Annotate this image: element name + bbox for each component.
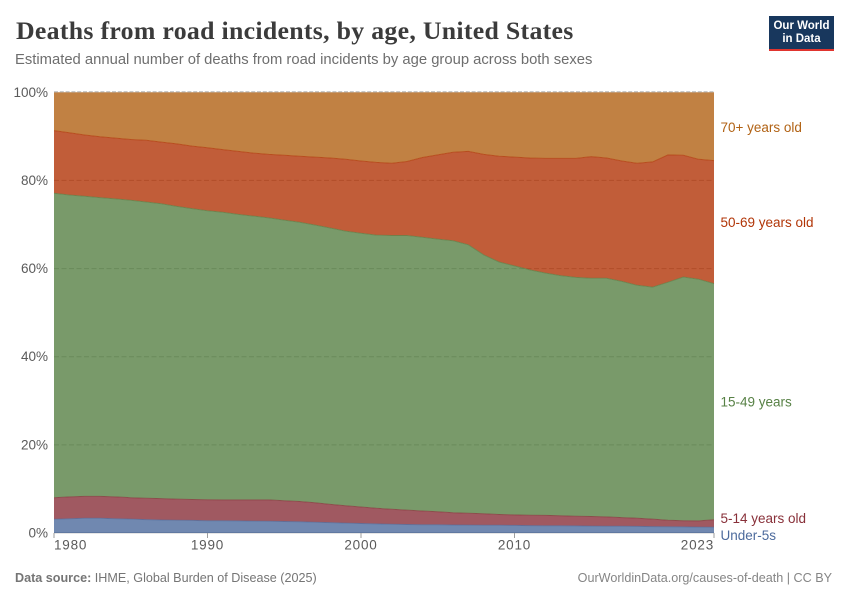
svg-text:2023: 2023 <box>681 538 714 553</box>
svg-text:2000: 2000 <box>344 538 377 553</box>
svg-text:0%: 0% <box>28 526 48 541</box>
svg-text:100%: 100% <box>13 85 48 100</box>
svg-text:15-49 years: 15-49 years <box>721 395 793 410</box>
svg-text:20%: 20% <box>21 437 48 452</box>
svg-text:80%: 80% <box>21 173 48 188</box>
svg-text:2010: 2010 <box>498 538 531 553</box>
svg-text:40%: 40% <box>21 349 48 364</box>
svg-text:1990: 1990 <box>191 538 224 553</box>
svg-text:1980: 1980 <box>54 538 87 553</box>
svg-text:Under-5s: Under-5s <box>721 528 777 543</box>
svg-text:70+ years old: 70+ years old <box>721 120 802 135</box>
svg-text:5-14 years old: 5-14 years old <box>721 511 807 526</box>
svg-text:50-69 years old: 50-69 years old <box>721 215 814 230</box>
svg-text:60%: 60% <box>21 261 48 276</box>
